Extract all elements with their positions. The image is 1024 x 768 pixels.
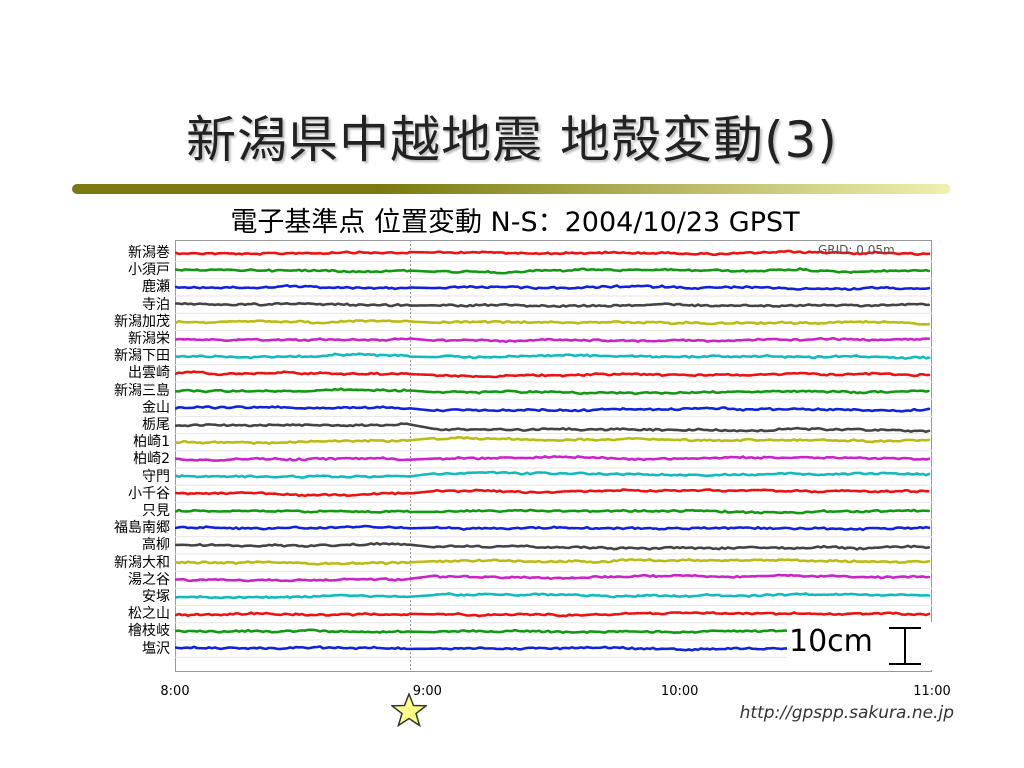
- series-line-8: [175, 387, 931, 396]
- station-label: 湯之谷: [128, 571, 170, 588]
- station-label: 鹿瀬: [142, 279, 170, 296]
- series-line-1: [175, 267, 931, 275]
- station-label: 新潟巻: [128, 245, 170, 261]
- series-line-20: [175, 592, 931, 600]
- series-line-16: [175, 524, 931, 532]
- series-line-7: [175, 370, 931, 379]
- station-label: 塩沢: [142, 640, 170, 657]
- scale-label: 10cm: [789, 624, 873, 659]
- slide-title: 新潟県中越地震 地殻変動(3): [186, 111, 838, 169]
- station-label: 柏崎2: [133, 451, 170, 468]
- title-divider-bar: [72, 184, 950, 194]
- series-line-11: [175, 435, 931, 446]
- series-line-2: [175, 283, 931, 292]
- station-label: 安塚: [142, 589, 170, 605]
- x-tick-label: 11:00: [913, 684, 951, 699]
- series-line-0: [175, 249, 931, 257]
- station-label: 寺泊: [142, 296, 170, 313]
- station-label: 高柳: [142, 537, 170, 554]
- station-label: 新潟三島: [114, 382, 170, 399]
- station-label: 小須戸: [128, 262, 170, 279]
- x-tick-label: 9:00: [412, 684, 442, 699]
- chart-subtitle: 電子基準点 位置変動 N-S：2004/10/23 GPST: [230, 207, 800, 238]
- station-label: 新潟栄: [128, 331, 170, 347]
- earthquake-star-icon: [391, 693, 427, 727]
- series-line-18: [175, 557, 931, 566]
- station-label: 守門: [142, 468, 170, 485]
- series-line-21: [175, 610, 931, 618]
- series-line-14: [175, 488, 931, 498]
- x-tick-label: 8:00: [160, 684, 190, 699]
- series-line-3: [175, 301, 931, 309]
- grid-note: GRID: 0.05m: [818, 243, 895, 257]
- station-label: 新潟加茂: [114, 313, 170, 330]
- station-label: 新潟大和: [114, 554, 170, 571]
- station-label: 小千谷: [128, 485, 170, 502]
- series-line-5: [175, 336, 931, 344]
- series-line-13: [175, 470, 931, 480]
- station-label: 新潟下田: [114, 348, 170, 365]
- station-label: 福島南郷: [114, 520, 170, 537]
- series-line-15: [175, 508, 931, 515]
- station-label: 栃尾: [142, 417, 170, 433]
- series-line-4: [175, 319, 931, 326]
- source-url: http://gpspp.sakura.ne.jp: [739, 703, 954, 723]
- series-line-17: [175, 541, 931, 551]
- station-label: 出雲崎: [128, 365, 170, 382]
- x-tick-label: 10:00: [660, 684, 699, 699]
- station-label: 柏崎1: [133, 434, 170, 451]
- scale-bar-icon: [889, 627, 921, 665]
- scale-box: [787, 622, 932, 670]
- series-line-12: [175, 454, 931, 462]
- station-label: 金山: [142, 399, 170, 416]
- series-line-9: [175, 405, 931, 413]
- station-label-column: 新潟巻 小須戸 鹿瀬 寺泊 新潟加茂 新潟栄 新潟下田 出雲崎 新潟三島 金山 栃尾 柏崎1 柏崎2 守門…: [80, 240, 170, 672]
- series-line-19: [175, 573, 931, 583]
- series-line-10: [175, 422, 931, 434]
- station-label: 松之山: [128, 606, 170, 623]
- title-divider: [72, 184, 950, 194]
- station-label: 只見: [142, 503, 170, 519]
- series-line-6: [175, 352, 931, 360]
- station-label: 檜枝岐: [128, 623, 170, 640]
- plot-svg: [175, 240, 932, 672]
